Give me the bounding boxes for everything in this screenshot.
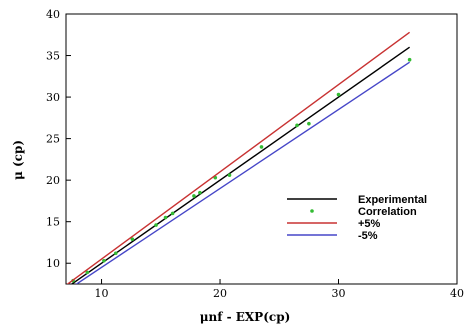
data-point	[192, 194, 196, 198]
data-point	[102, 258, 106, 263]
plot-frame	[65, 13, 458, 285]
series-line-0	[70, 46, 411, 284]
data-point	[170, 211, 175, 216]
data-point	[407, 57, 412, 62]
legend-swatch-1	[310, 209, 314, 213]
y-tick-label: 30	[46, 91, 60, 104]
y-tick-label: 25	[46, 133, 60, 146]
y-tick-label: 15	[46, 216, 60, 229]
data-point	[130, 237, 135, 241]
series-line-3	[75, 61, 410, 284]
data-point	[163, 215, 168, 220]
x-tick-label: 10	[95, 287, 109, 300]
data-point	[336, 92, 341, 97]
series-line-2	[66, 31, 411, 284]
data-point	[154, 223, 158, 227]
data-point	[295, 123, 299, 128]
y-tick-label: 40	[46, 8, 60, 21]
y-axis-title: μ (cp)	[11, 140, 25, 180]
legend-label: -5%	[358, 230, 378, 242]
data-point	[227, 173, 232, 177]
data-point	[259, 145, 264, 149]
x-axis-title: μnf - EXP(cp)	[200, 310, 291, 324]
legend-label: +5%	[358, 218, 381, 230]
y-tick-label: 20	[46, 174, 60, 187]
y-tick-label: 35	[46, 50, 60, 63]
legend-label: Experimental	[358, 194, 427, 206]
x-tick-label: 30	[332, 287, 346, 300]
x-tick-label: 20	[213, 287, 227, 300]
data-point	[307, 121, 311, 126]
legend-label: Correlation	[358, 206, 417, 218]
x-tick-label: 40	[450, 287, 464, 300]
data-point	[198, 190, 202, 195]
data-point	[85, 270, 90, 275]
y-tick-label: 10	[46, 257, 60, 270]
data-point	[113, 251, 118, 256]
